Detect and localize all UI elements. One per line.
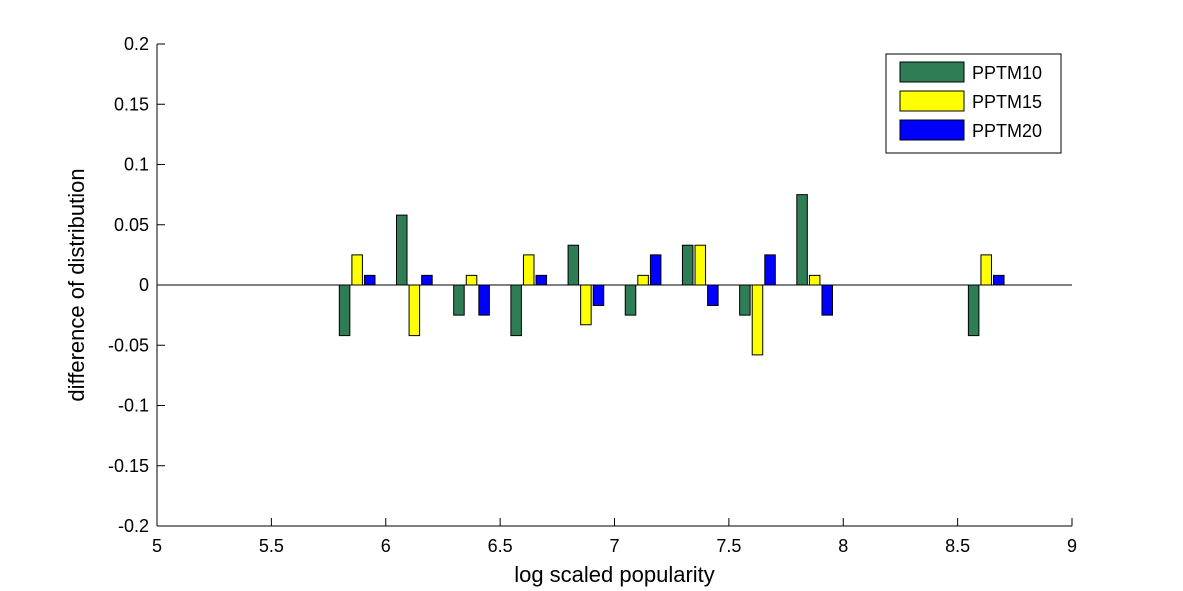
bar-pptm10-1 xyxy=(396,214,408,286)
bar-pptm20-3 xyxy=(535,274,548,286)
bar-pptm15-9 xyxy=(980,254,992,286)
y-axis-label: difference of distribution xyxy=(64,168,89,401)
bar-pptm15-8 xyxy=(808,274,821,286)
y-tick-label: 0 xyxy=(139,275,149,295)
y-tick-label: -0.2 xyxy=(118,516,149,536)
y-tick-label: 0.05 xyxy=(114,215,149,235)
bar-pptm20-8 xyxy=(821,284,833,316)
legend-label-pptm10: PPTM10 xyxy=(972,63,1042,83)
bar-pptm10-3 xyxy=(510,284,522,337)
y-tick-label: 0.2 xyxy=(124,34,149,54)
x-tick-label: 7 xyxy=(609,536,619,556)
x-tick-label: 5 xyxy=(152,536,162,556)
bar-pptm20-4 xyxy=(592,284,605,306)
bar-pptm20-1 xyxy=(421,274,433,286)
bar-pptm15-1 xyxy=(408,284,421,337)
bar-pptm20-5 xyxy=(649,254,662,286)
legend: PPTM10 PPTM15 PPTM20 xyxy=(885,53,1062,154)
bar-pptm20-0 xyxy=(363,274,376,286)
bar-pptm10-9 xyxy=(967,284,980,337)
bar-pptm15-6 xyxy=(694,244,707,286)
bar-pptm10-5 xyxy=(624,284,637,316)
bar-pptm20-2 xyxy=(478,284,490,316)
axes-group: 5 5.5 6 6.5 7 7.5 8 8.5 9 0.2 0.15 0.1 0.05 0 -0.05 -0.… xyxy=(108,34,1077,556)
legend-label-pptm15: PPTM15 xyxy=(972,92,1042,112)
x-tick-label: 8 xyxy=(838,536,848,556)
x-tick-label: 9 xyxy=(1067,536,1077,556)
bar-pptm20-6 xyxy=(707,284,719,306)
legend-swatch-pptm20 xyxy=(899,119,965,141)
bars-group xyxy=(338,194,1005,356)
bar-pptm15-0 xyxy=(351,254,363,286)
x-tick-label: 7.5 xyxy=(716,536,741,556)
bar-pptm10-6 xyxy=(681,244,694,286)
y-tick-label: -0.05 xyxy=(108,335,149,355)
y-tick-label: -0.15 xyxy=(108,456,149,476)
y-tick-label: 0.1 xyxy=(124,155,149,175)
bar-pptm15-7 xyxy=(751,284,764,356)
bar-pptm15-3 xyxy=(522,254,535,286)
bar-pptm10-2 xyxy=(453,284,465,316)
bar-pptm10-4 xyxy=(567,244,580,286)
bar-pptm15-2 xyxy=(465,274,478,286)
bar-pptm10-0 xyxy=(338,284,351,337)
legend-label-pptm20: PPTM20 xyxy=(972,121,1042,141)
bar-pptm20-7 xyxy=(764,254,776,286)
bar-pptm15-4 xyxy=(580,284,592,326)
x-tick-label: 6 xyxy=(381,536,391,556)
y-tick-label: 0.15 xyxy=(114,94,149,114)
x-axis-label: log scaled popularity xyxy=(514,562,715,587)
legend-swatch-pptm10 xyxy=(899,61,965,83)
y-tick-label: -0.1 xyxy=(118,396,149,416)
x-tick-label: 6.5 xyxy=(488,536,513,556)
x-tick-label: 8.5 xyxy=(945,536,970,556)
bar-pptm15-5 xyxy=(637,274,649,286)
x-tick-label: 5.5 xyxy=(259,536,284,556)
bar-pptm10-8 xyxy=(796,194,808,286)
bar-pptm20-9 xyxy=(993,274,1005,286)
legend-swatch-pptm15 xyxy=(899,90,965,112)
bar-pptm10-7 xyxy=(739,284,751,316)
